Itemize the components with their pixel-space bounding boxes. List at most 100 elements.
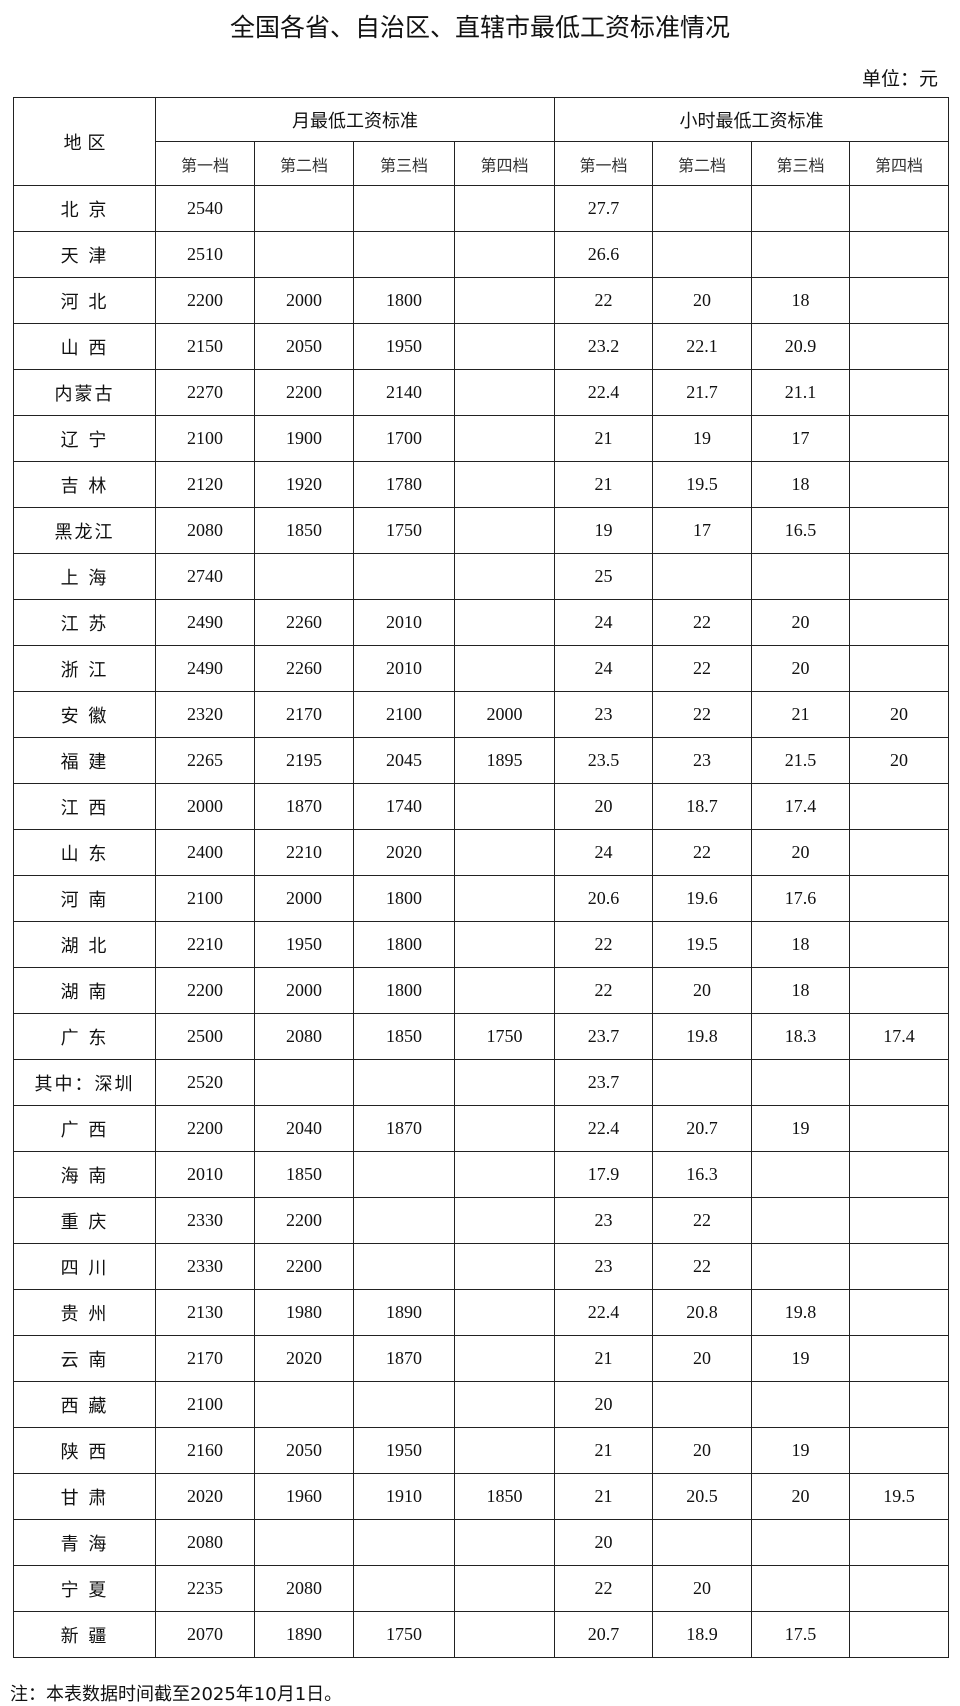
monthly-tier-4-cell xyxy=(454,1335,555,1382)
region-cell: 四 川 xyxy=(13,1243,156,1290)
table-row: 江 苏 2490 2260 2010 24 22 20 xyxy=(13,599,949,646)
monthly-tier-3-cell: 2045 xyxy=(353,737,455,784)
monthly-tier-1-cell: 2100 xyxy=(155,1381,255,1428)
table-row: 黑龙江 2080 1850 1750 19 17 16.5 xyxy=(13,507,949,554)
region-cell: 吉 林 xyxy=(13,461,156,508)
hourly-tier-1-cell: 27.7 xyxy=(554,185,653,232)
monthly-tier-4-cell xyxy=(454,1151,555,1198)
hourly-tier-2-cell: 18.7 xyxy=(652,783,752,830)
table-row: 重 庆 2330 2200 23 22 xyxy=(13,1197,949,1244)
footnote: 注：本表数据时间截至2025年10月1日。 xyxy=(10,1684,343,1705)
monthly-tier-3-cell: 1950 xyxy=(353,323,455,370)
monthly-tier-2-cell: 1850 xyxy=(254,1151,354,1198)
monthly-tier-3-cell xyxy=(353,553,455,600)
region-cell: 辽 宁 xyxy=(13,415,156,462)
monthly-tier-3-cell xyxy=(353,1151,455,1198)
hourly-tier-2-cell: 16.3 xyxy=(652,1151,752,1198)
hourly-tier-2-cell xyxy=(652,1381,752,1428)
monthly-tier-3-cell: 1800 xyxy=(353,921,455,968)
hourly-tier-1-cell: 23.7 xyxy=(554,1013,653,1060)
monthly-tier-3-cell xyxy=(353,1519,455,1566)
hourly-tier-1-cell: 20 xyxy=(554,1519,653,1566)
table-row: 福 建 2265 2195 2045 1895 23.5 23 21.5 20 xyxy=(13,737,949,784)
region-cell: 贵 州 xyxy=(13,1289,156,1336)
hourly-tier-2-cell: 20.7 xyxy=(652,1105,752,1152)
region-cell: 甘 肃 xyxy=(13,1473,156,1520)
monthly-tier-1-cell: 2320 xyxy=(155,691,255,738)
hourly-tier-3-cell xyxy=(751,553,850,600)
hourly-tier-4-cell xyxy=(849,277,949,324)
hourly-tier-4-cell xyxy=(849,1611,949,1658)
hourly-tier-3-cell: 16.5 xyxy=(751,507,850,554)
hourly-tier-3-cell: 20 xyxy=(751,645,850,692)
region-cell: 重 庆 xyxy=(13,1197,156,1244)
hourly-tier-3-cell: 19.8 xyxy=(751,1289,850,1336)
monthly-tier-2-cell: 2000 xyxy=(254,277,354,324)
monthly-tier-3-cell: 1850 xyxy=(353,1013,455,1060)
monthly-tier-4-cell xyxy=(454,1197,555,1244)
monthly-tier-2-cell xyxy=(254,1519,354,1566)
hourly-tier-2-cell: 22 xyxy=(652,599,752,646)
hourly-tier-3-cell: 19 xyxy=(751,1427,850,1474)
hourly-tier-3-cell xyxy=(751,1151,850,1198)
monthly-tier-1-cell: 2270 xyxy=(155,369,255,416)
monthly-tier-1-cell: 2100 xyxy=(155,415,255,462)
monthly-tier-2-cell: 1980 xyxy=(254,1289,354,1336)
monthly-header: 月最低工资标准 xyxy=(155,97,555,142)
hourly-tier-4-cell: 17.4 xyxy=(849,1013,949,1060)
monthly-tier-2-cell: 1900 xyxy=(254,415,354,462)
table-row: 吉 林 2120 1920 1780 21 19.5 18 xyxy=(13,461,949,508)
hourly-tier-4-cell xyxy=(849,415,949,462)
hourly-tier-3-cell: 21 xyxy=(751,691,850,738)
monthly-tier-4-cell xyxy=(454,967,555,1014)
monthly-tier-1-header: 第一档 xyxy=(155,141,255,186)
table-row: 甘 肃 2020 1960 1910 1850 21 20.5 20 19.5 xyxy=(13,1473,949,1520)
region-cell: 西 藏 xyxy=(13,1381,156,1428)
hourly-tier-2-cell: 22 xyxy=(652,1197,752,1244)
region-cell: 广 西 xyxy=(13,1105,156,1152)
hourly-tier-3-cell: 18 xyxy=(751,461,850,508)
table-body: 北 京 2540 27.7 天 津 2510 26.6 河 北 2200 2000 1800 22 2… xyxy=(13,185,949,1658)
hourly-tier-3-cell: 19 xyxy=(751,1335,850,1382)
monthly-tier-1-cell: 2400 xyxy=(155,829,255,876)
hourly-tier-2-cell xyxy=(652,231,752,278)
hourly-tier-2-cell xyxy=(652,1519,752,1566)
hourly-tier-3-cell xyxy=(751,1381,850,1428)
monthly-tier-1-cell: 2330 xyxy=(155,1243,255,1290)
region-cell: 广 东 xyxy=(13,1013,156,1060)
hourly-tier-1-cell: 22 xyxy=(554,277,653,324)
hourly-tier-4-cell xyxy=(849,1381,949,1428)
monthly-tier-2-cell: 1870 xyxy=(254,783,354,830)
hourly-tier-3-cell: 21.5 xyxy=(751,737,850,784)
monthly-tier-4-cell xyxy=(454,645,555,692)
region-cell: 北 京 xyxy=(13,185,156,232)
hourly-tier-2-cell: 20 xyxy=(652,1427,752,1474)
monthly-tier-1-cell: 2010 xyxy=(155,1151,255,1198)
monthly-tier-1-cell: 2265 xyxy=(155,737,255,784)
hourly-tier-4-cell xyxy=(849,1197,949,1244)
hourly-tier-1-cell: 23.7 xyxy=(554,1059,653,1106)
table-row: 辽 宁 2100 1900 1700 21 19 17 xyxy=(13,415,949,462)
hourly-tier-4-cell xyxy=(849,1427,949,1474)
monthly-tier-2-cell: 2200 xyxy=(254,1197,354,1244)
monthly-tier-4-cell: 1750 xyxy=(454,1013,555,1060)
hourly-tier-3-cell: 17 xyxy=(751,415,850,462)
table-row: 河 北 2200 2000 1800 22 20 18 xyxy=(13,277,949,324)
monthly-tier-3-cell xyxy=(353,1197,455,1244)
monthly-tier-3-cell: 1870 xyxy=(353,1335,455,1382)
monthly-tier-2-cell: 2000 xyxy=(254,875,354,922)
monthly-tier-2-cell xyxy=(254,185,354,232)
monthly-tier-2-cell: 1950 xyxy=(254,921,354,968)
monthly-tier-4-cell xyxy=(454,1565,555,1612)
hourly-tier-3-cell: 20 xyxy=(751,599,850,646)
hourly-tier-4-cell xyxy=(849,553,949,600)
monthly-tier-3-cell: 2010 xyxy=(353,645,455,692)
monthly-tier-4-cell xyxy=(454,921,555,968)
monthly-tier-2-cell: 2170 xyxy=(254,691,354,738)
monthly-tier-1-cell: 2080 xyxy=(155,1519,255,1566)
hourly-tier-4-cell xyxy=(849,1059,949,1106)
hourly-tier-2-cell xyxy=(652,1059,752,1106)
monthly-tier-1-cell: 2130 xyxy=(155,1289,255,1336)
monthly-tier-3-cell: 1750 xyxy=(353,507,455,554)
monthly-tier-3-header: 第三档 xyxy=(353,141,455,186)
